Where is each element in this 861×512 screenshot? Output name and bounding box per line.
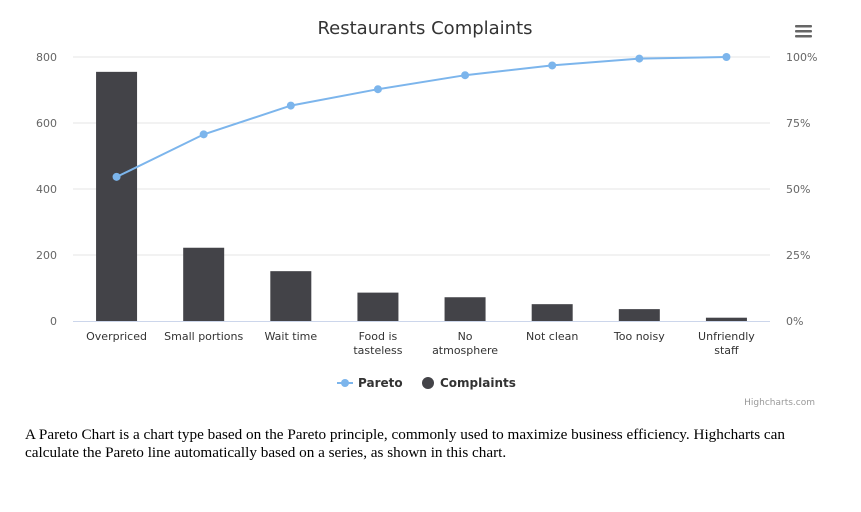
y-tick-label-left: 400 (36, 183, 57, 196)
right-axis: 0% 25% 50% 75% 100% (786, 51, 817, 328)
y-tick-label-right: 0% (786, 315, 803, 328)
x-tick-label: Small portions (164, 330, 243, 343)
pareto-series (112, 53, 731, 181)
left-axis: 0 200 400 600 800 (36, 51, 57, 328)
x-tick-label: Too noisy (613, 330, 665, 343)
y-tick-label-right: 50% (786, 183, 810, 196)
bar-too-noisy (618, 309, 660, 321)
complaints-series (96, 71, 747, 321)
bar-overpriced (96, 71, 138, 321)
pareto-point (461, 71, 470, 80)
pareto-point (635, 54, 644, 63)
x-tick-label: No atmosphere (432, 330, 498, 357)
bar-not-clean (531, 304, 573, 321)
y-tick-label-right: 25% (786, 249, 810, 262)
legend-marker-symbol (422, 377, 434, 389)
legend-item-pareto[interactable]: Pareto (337, 376, 403, 390)
y-tick-label-right: 75% (786, 117, 810, 130)
bar-food-is-tasteless (357, 292, 399, 321)
pareto-point (199, 130, 208, 139)
legend-label-pareto: Pareto (358, 376, 403, 390)
y-tick-label-left: 200 (36, 249, 57, 262)
y-tick-label-left: 0 (50, 315, 57, 328)
legend-marker-symbol (341, 379, 349, 387)
pareto-point (722, 53, 731, 61)
bar-small-portions (183, 247, 225, 321)
x-tick-label: Wait time (264, 330, 317, 343)
bar-wait-time (270, 271, 312, 321)
pareto-point (286, 101, 295, 110)
pareto-point (548, 61, 557, 70)
bar-unfriendly-staff (705, 317, 747, 321)
y-tick-label-left: 800 (36, 51, 57, 64)
chart-title: Restaurants Complaints (317, 18, 532, 39)
y-tick-label-right: 100% (786, 51, 817, 64)
credits-link[interactable]: Highcharts.com (744, 398, 815, 408)
chart-description: A Pareto Chart is a chart type based on … (25, 426, 786, 461)
x-tick-label: Overpriced (86, 330, 147, 343)
bar-no-atmosphere (444, 297, 486, 321)
legend-item-complaints[interactable]: Complaints (422, 376, 516, 390)
x-tick-label: Unfriendly staff (698, 330, 755, 357)
hamburger-menu-icon (795, 25, 812, 38)
x-tick-label: Not clean (526, 330, 578, 343)
pareto-point (112, 172, 121, 181)
pareto-line (116, 56, 727, 178)
x-axis: Overpriced Small portions Wait time Food is… (73, 321, 770, 357)
x-tick-label: Food is tasteless (353, 330, 402, 357)
legend: Pareto Complaints (337, 376, 516, 390)
chart-container: Restaurants Complaints 0 200 400 600 800 0% 2… (36, 18, 817, 408)
legend-label-complaints: Complaints (440, 376, 516, 390)
pareto-chart: Restaurants Complaints 0 200 400 600 800 0% 2… (36, 18, 817, 408)
menu-button[interactable] (790, 20, 816, 42)
y-tick-label-left: 600 (36, 117, 57, 130)
grid-lines (73, 56, 770, 256)
pareto-point (373, 85, 382, 94)
